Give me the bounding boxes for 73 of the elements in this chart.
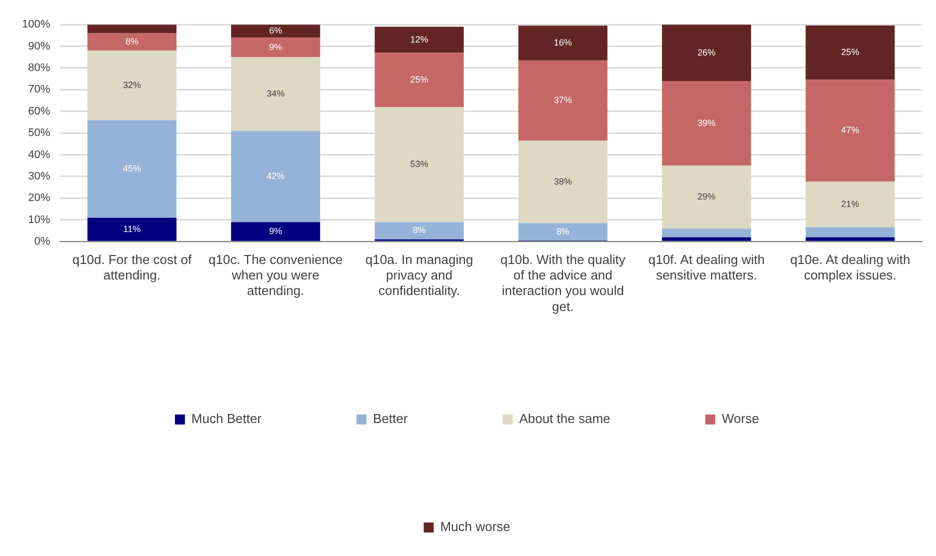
x-tick-label: q10b. With the quality of the advice and interaction you would get. <box>500 252 626 314</box>
bar <box>231 222 320 241</box>
bar <box>87 24 176 34</box>
data-label: 21% <box>841 198 860 209</box>
y-tick-label: 40% <box>28 148 50 161</box>
data-label: 8% <box>125 36 138 46</box>
data-label: 39% <box>698 118 716 128</box>
y-tick-label: 50% <box>28 127 50 140</box>
data-label: 32% <box>122 80 141 90</box>
bar <box>518 26 608 60</box>
bar <box>518 140 608 224</box>
data-label: 42% <box>266 170 285 181</box>
legend-label: About the same <box>519 411 610 426</box>
bar <box>518 223 608 241</box>
bar <box>806 25 895 80</box>
data-label: 53% <box>410 159 428 170</box>
data-label: 38% <box>554 176 572 186</box>
y-tick-label: 70% <box>28 84 50 96</box>
y-tick-label: 80% <box>28 62 50 74</box>
bar <box>87 120 176 218</box>
y-tick-label: 100% <box>22 18 50 31</box>
bar <box>518 60 608 141</box>
data-label: 47% <box>841 125 860 136</box>
y-tick-label: 0% <box>34 236 50 248</box>
y-tick-label: 60% <box>28 105 50 118</box>
y-tick-label: 90% <box>28 40 50 52</box>
bar <box>374 107 464 222</box>
data-label: 8% <box>412 225 426 236</box>
x-tick-label: q10d. For the cost of attending. <box>72 252 192 283</box>
x-tick-label: q10a. In managing privacy and confidentiality. <box>365 252 474 298</box>
data-label: 25% <box>841 47 860 58</box>
y-tick-label: 30% <box>28 170 50 183</box>
data-label: 25% <box>410 74 428 84</box>
x-tick-label: q10f. At dealing with sensitive matters. <box>648 252 765 283</box>
bar <box>806 182 895 228</box>
bar <box>374 26 464 53</box>
data-label: 12% <box>410 34 428 44</box>
bar <box>806 227 895 238</box>
data-label: 9% <box>269 226 282 236</box>
bar <box>662 237 752 241</box>
legend-label: Better <box>373 411 408 426</box>
y-tick-label: 20% <box>28 192 50 204</box>
bar <box>662 81 752 166</box>
data-label: 8% <box>556 226 570 236</box>
bar <box>231 38 320 58</box>
legend-label: Worse <box>722 411 760 426</box>
x-tick-label: q10c. The convenience when you were attending. <box>208 252 343 298</box>
data-label: 29% <box>698 192 716 202</box>
bar <box>374 222 464 240</box>
x-tick-label: q10e. At dealing with complex issues. <box>790 252 910 283</box>
bar <box>806 80 895 182</box>
data-label: 9% <box>269 42 282 52</box>
bar <box>662 24 752 82</box>
bar <box>374 52 464 108</box>
bar <box>87 50 176 120</box>
legend-label: Much worse <box>440 519 510 534</box>
data-label: 34% <box>266 88 285 99</box>
data-label: 26% <box>698 47 716 58</box>
legend-label: Much Better <box>191 411 262 426</box>
bar <box>231 24 320 38</box>
bar <box>662 228 752 238</box>
bar <box>662 166 752 229</box>
bar <box>806 237 895 241</box>
data-label: 37% <box>554 95 572 106</box>
data-label: 16% <box>554 38 572 48</box>
data-label: 11% <box>123 224 141 234</box>
bar <box>87 33 176 51</box>
bar <box>87 218 176 241</box>
bar <box>231 130 320 222</box>
data-label: 45% <box>122 163 141 174</box>
y-tick-label: 10% <box>28 214 50 226</box>
bar <box>231 57 320 131</box>
data-label: 6% <box>269 26 282 36</box>
